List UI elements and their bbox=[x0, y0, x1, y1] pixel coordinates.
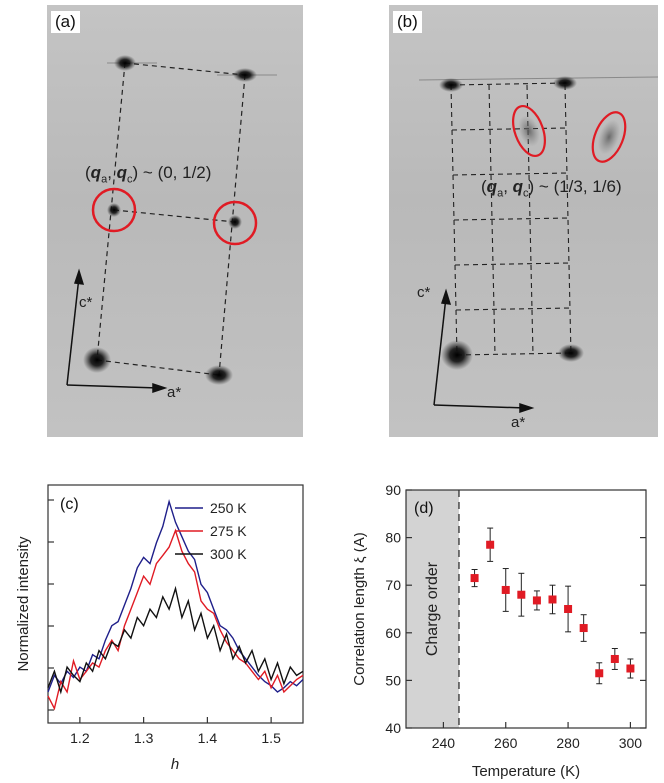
x-tick-label-c: 1.4 bbox=[198, 730, 218, 746]
legend-entry: 300 K bbox=[210, 546, 247, 562]
y-tick-label-d: 60 bbox=[385, 625, 401, 641]
diffraction-image-a: c* a* (a) (qa, qc) ~ (0, 1/2) bbox=[47, 5, 303, 437]
data-point bbox=[548, 595, 557, 604]
charge-order-region bbox=[406, 490, 459, 728]
data-point bbox=[626, 664, 635, 673]
data-point bbox=[564, 605, 573, 613]
panel-label-c: (c) bbox=[60, 496, 79, 513]
y-tick-label-d: 50 bbox=[385, 672, 401, 688]
y-axis-label-d: Correlation length ξ (Å) bbox=[354, 532, 368, 685]
y-tick-label-d: 70 bbox=[385, 577, 401, 593]
y-tick-label-d: 40 bbox=[385, 720, 401, 736]
charge-order-label: Charge order bbox=[424, 561, 441, 656]
y-tick-label-d: 90 bbox=[385, 482, 401, 498]
x-tick-label-d: 280 bbox=[556, 735, 580, 751]
highlight-circle bbox=[91, 187, 137, 233]
intensity-chart: 1.2 1.3 1.4 1.5 (c) 250 K 275 K 300 K Normali… bbox=[15, 484, 304, 773]
bragg-spot bbox=[205, 365, 233, 385]
highlight-circle bbox=[212, 200, 258, 246]
wavevector-annotation-b: (qa, qc) ~ (1/3, 1/6) bbox=[481, 177, 622, 200]
superlattice-spot bbox=[228, 215, 242, 229]
diffraction-pattern-a: c* a* bbox=[66, 55, 277, 401]
legend-entry: 275 K bbox=[210, 523, 247, 539]
diffraction-image-b: c* a* (b) (qa, qc) ~ (1/3, 1/6) bbox=[389, 5, 658, 437]
superlattice-spot bbox=[107, 203, 121, 217]
legend-entry: 250 K bbox=[210, 500, 247, 516]
diffraction-pattern-b: c* a* bbox=[417, 76, 658, 431]
data-point bbox=[470, 574, 479, 583]
x-tick-label-c: 1.3 bbox=[134, 730, 154, 746]
axis-c-star-b: c* bbox=[417, 284, 431, 301]
y-tick-label-d: 80 bbox=[385, 530, 401, 546]
axis-a-star-a: a* bbox=[167, 384, 181, 401]
y-axis-label-c: Normalized intensity bbox=[15, 536, 32, 672]
data-point bbox=[501, 585, 510, 594]
panel-label-d: (d) bbox=[414, 500, 434, 517]
x-tick-label-c: 1.2 bbox=[70, 730, 90, 746]
panel-label-b: (b) bbox=[393, 11, 422, 33]
plot-frame-c bbox=[47, 484, 304, 724]
highlight-ellipse bbox=[512, 105, 546, 157]
bragg-spot bbox=[114, 55, 136, 71]
data-point bbox=[517, 590, 526, 599]
x-tick-label-d: 260 bbox=[494, 735, 518, 751]
x-tick-label-c: 1.5 bbox=[261, 730, 281, 746]
axis-a-star-b: a* bbox=[511, 414, 525, 431]
correlation-chart: 240 260 280 300 40 50 60 70 80 90 (d) Charge orde… bbox=[354, 482, 647, 780]
x-axis-label-d: Temperature (K) bbox=[472, 763, 580, 780]
data-point bbox=[486, 540, 495, 549]
x-tick-label-d: 300 bbox=[619, 735, 643, 751]
plot-frame-d bbox=[405, 489, 647, 729]
x-axis-label-c: h bbox=[171, 756, 179, 773]
bragg-spot bbox=[233, 68, 257, 82]
wavevector-annotation-a: (qa, qc) ~ (0, 1/2) bbox=[85, 163, 212, 186]
data-point bbox=[579, 624, 588, 633]
data-point bbox=[532, 596, 541, 605]
axis-c-star-a: c* bbox=[79, 294, 93, 311]
x-tick-label-d: 240 bbox=[432, 735, 456, 751]
data-point bbox=[610, 654, 619, 663]
data-point bbox=[595, 669, 604, 678]
bragg-spot bbox=[83, 347, 111, 373]
series-line-300-k bbox=[47, 585, 304, 695]
highlight-ellipse bbox=[591, 111, 627, 163]
panel-label-a: (a) bbox=[51, 11, 80, 33]
